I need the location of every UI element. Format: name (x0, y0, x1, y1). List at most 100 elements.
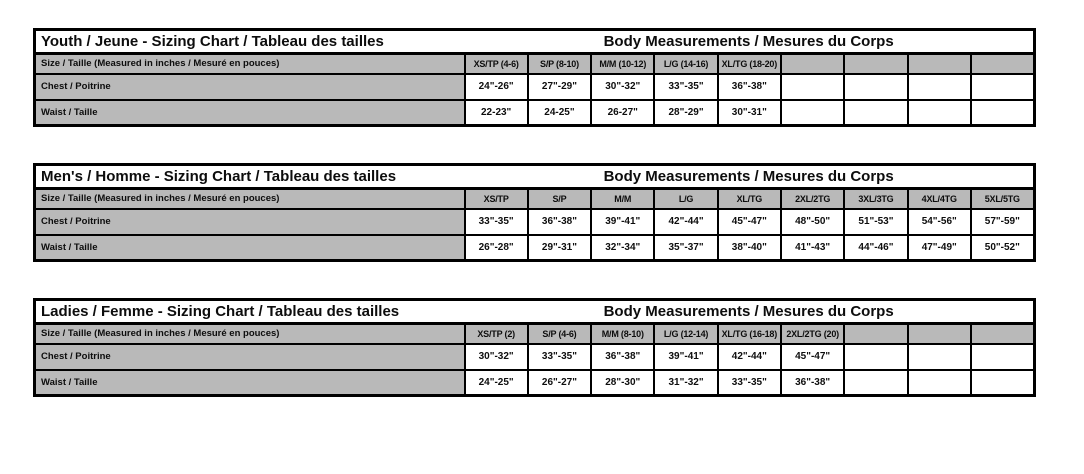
measurement-cell: 33"-35" (653, 72, 719, 101)
size-col-header: 5XL/5TG (969, 187, 1036, 210)
size-col-header (843, 322, 909, 345)
size-col-header: 4XL/4TG (906, 187, 972, 210)
measurement-cell: 47"-49" (906, 233, 972, 262)
ladies-title-row: Ladies / Femme - Sizing Chart / Tableau … (34, 299, 1035, 325)
size-col-header: XL/TG (18-20) (716, 52, 782, 75)
ladies-size-row-label: Size / Taille (Measured in inches / Mesu… (33, 322, 466, 345)
size-col-header: 3XL/3TG (843, 187, 909, 210)
measurement-cell (843, 98, 909, 127)
measurement-cell: 29"-31" (526, 233, 593, 262)
measurement-cell (969, 72, 1036, 101)
measurement-cell (969, 98, 1036, 127)
size-col-header: S/P (8-10) (526, 52, 593, 75)
measurement-cell: 38"-40" (716, 233, 782, 262)
measurement-cell: 28"-30" (590, 368, 656, 397)
ladies-chest-row: Chest / Poitrine 30"-32" 33"-35" 36"-38"… (33, 342, 1036, 371)
size-col-header: L/G (12-14) (653, 322, 719, 345)
measurement-cell (906, 98, 972, 127)
measurement-cell: 41"-43" (779, 233, 846, 262)
measurement-cell: 30"-31" (716, 98, 782, 127)
size-col-header: S/P (526, 187, 593, 210)
measurement-cell: 36"-38" (590, 342, 656, 371)
measurement-cell: 26"-28" (463, 233, 529, 262)
measurement-cell: 33"-35" (526, 342, 593, 371)
youth-table-title: Youth / Jeune - Sizing Chart / Tableau d… (34, 29, 465, 55)
measurement-cell: 27"-29" (526, 72, 593, 101)
size-col-header (843, 52, 909, 75)
measurement-cell: 39"-41" (653, 342, 719, 371)
mens-size-row-label: Size / Taille (Measured in inches / Mesu… (33, 187, 466, 210)
size-col-header: L/G (653, 187, 719, 210)
chest-row-label: Chest / Poitrine (33, 207, 466, 236)
measurement-cell: 51"-53" (843, 207, 909, 236)
size-col-header (906, 322, 972, 345)
measurement-cell (906, 342, 972, 371)
measurement-cell: 33"-35" (716, 368, 782, 397)
mens-size-header-row: Size / Taille (Measured in inches / Mesu… (33, 187, 1036, 210)
measurement-cell: 42"-44" (716, 342, 782, 371)
size-col-header (906, 52, 972, 75)
size-col-header: XL/TG (16-18) (716, 322, 782, 345)
measurement-cell: 31"-32" (653, 368, 719, 397)
chest-row-label: Chest / Poitrine (33, 342, 466, 371)
ladies-size-header-row: Size / Taille (Measured in inches / Mesu… (33, 322, 1036, 345)
measurement-cell (843, 342, 909, 371)
youth-chest-row: Chest / Poitrine 24"-26" 27"-29" 30"-32"… (33, 72, 1036, 101)
waist-row-label: Waist / Taille (33, 98, 466, 127)
size-col-header: S/P (4-6) (526, 322, 593, 345)
measurement-cell: 28"-29" (653, 98, 719, 127)
measurement-cell (843, 368, 909, 397)
measurement-cell: 48"-50" (779, 207, 846, 236)
size-col-header: 2XL/2TG (779, 187, 846, 210)
measurement-cell: 32"-34" (590, 233, 656, 262)
size-col-header: M/M (8-10) (590, 322, 656, 345)
ladies-waist-row: Waist / Taille 24"-25" 26"-27" 28"-30" 3… (33, 368, 1036, 397)
measurement-cell: 33"-35" (463, 207, 529, 236)
ladies-sizing-table: Ladies / Femme - Sizing Chart / Tableau … (33, 298, 1036, 397)
measurement-cell: 36"-38" (779, 368, 846, 397)
measurement-cell: 35"-37" (653, 233, 719, 262)
measurement-cell (906, 368, 972, 397)
measurement-cell: 36"-38" (526, 207, 593, 236)
measurement-cell (906, 72, 972, 101)
measurement-cell: 30"-32" (463, 342, 529, 371)
measurement-cell: 57"-59" (969, 207, 1036, 236)
measurement-cell: 24"-25" (463, 368, 529, 397)
measurement-cell: 22-23" (463, 98, 529, 127)
ladies-body-measurements-heading: Body Measurements / Mesures du Corps (464, 299, 1035, 325)
measurement-cell: 36"-38" (716, 72, 782, 101)
measurement-cell (969, 368, 1036, 397)
mens-waist-row: Waist / Taille 26"-28" 29"-31" 32"-34" 3… (33, 233, 1036, 262)
size-col-header: XS/TP (463, 187, 529, 210)
measurement-cell: 45"-47" (716, 207, 782, 236)
size-col-header: XS/TP (4-6) (463, 52, 529, 75)
measurement-cell (779, 98, 846, 127)
measurement-cell: 50"-52" (969, 233, 1036, 262)
size-col-header: XL/TG (716, 187, 782, 210)
measurement-cell: 24"-26" (463, 72, 529, 101)
measurement-cell: 44"-46" (843, 233, 909, 262)
measurement-cell (843, 72, 909, 101)
mens-body-measurements-heading: Body Measurements / Mesures du Corps (464, 164, 1035, 190)
measurement-cell (969, 342, 1036, 371)
mens-chest-row: Chest / Poitrine 33"-35" 36"-38" 39"-41"… (33, 207, 1036, 236)
measurement-cell: 26-27" (590, 98, 656, 127)
waist-row-label: Waist / Taille (33, 368, 466, 397)
size-col-header (779, 52, 846, 75)
mens-sizing-table: Men's / Homme - Sizing Chart / Tableau d… (33, 163, 1036, 262)
size-col-header: L/G (14-16) (653, 52, 719, 75)
mens-table-title: Men's / Homme - Sizing Chart / Tableau d… (34, 164, 465, 190)
measurement-cell: 45"-47" (779, 342, 846, 371)
measurement-cell: 26"-27" (526, 368, 593, 397)
size-col-header: M/M (10-12) (590, 52, 656, 75)
chest-row-label: Chest / Poitrine (33, 72, 466, 101)
youth-body-measurements-heading: Body Measurements / Mesures du Corps (464, 29, 1035, 55)
youth-waist-row: Waist / Taille 22-23" 24-25" 26-27" 28"-… (33, 98, 1036, 127)
measurement-cell (779, 72, 846, 101)
size-col-header: XS/TP (2) (463, 322, 529, 345)
youth-size-header-row: Size / Taille (Measured in inches / Mesu… (33, 52, 1036, 75)
measurement-cell: 54"-56" (906, 207, 972, 236)
youth-sizing-table: Youth / Jeune - Sizing Chart / Tableau d… (33, 28, 1036, 127)
measurement-cell: 39"-41" (590, 207, 656, 236)
